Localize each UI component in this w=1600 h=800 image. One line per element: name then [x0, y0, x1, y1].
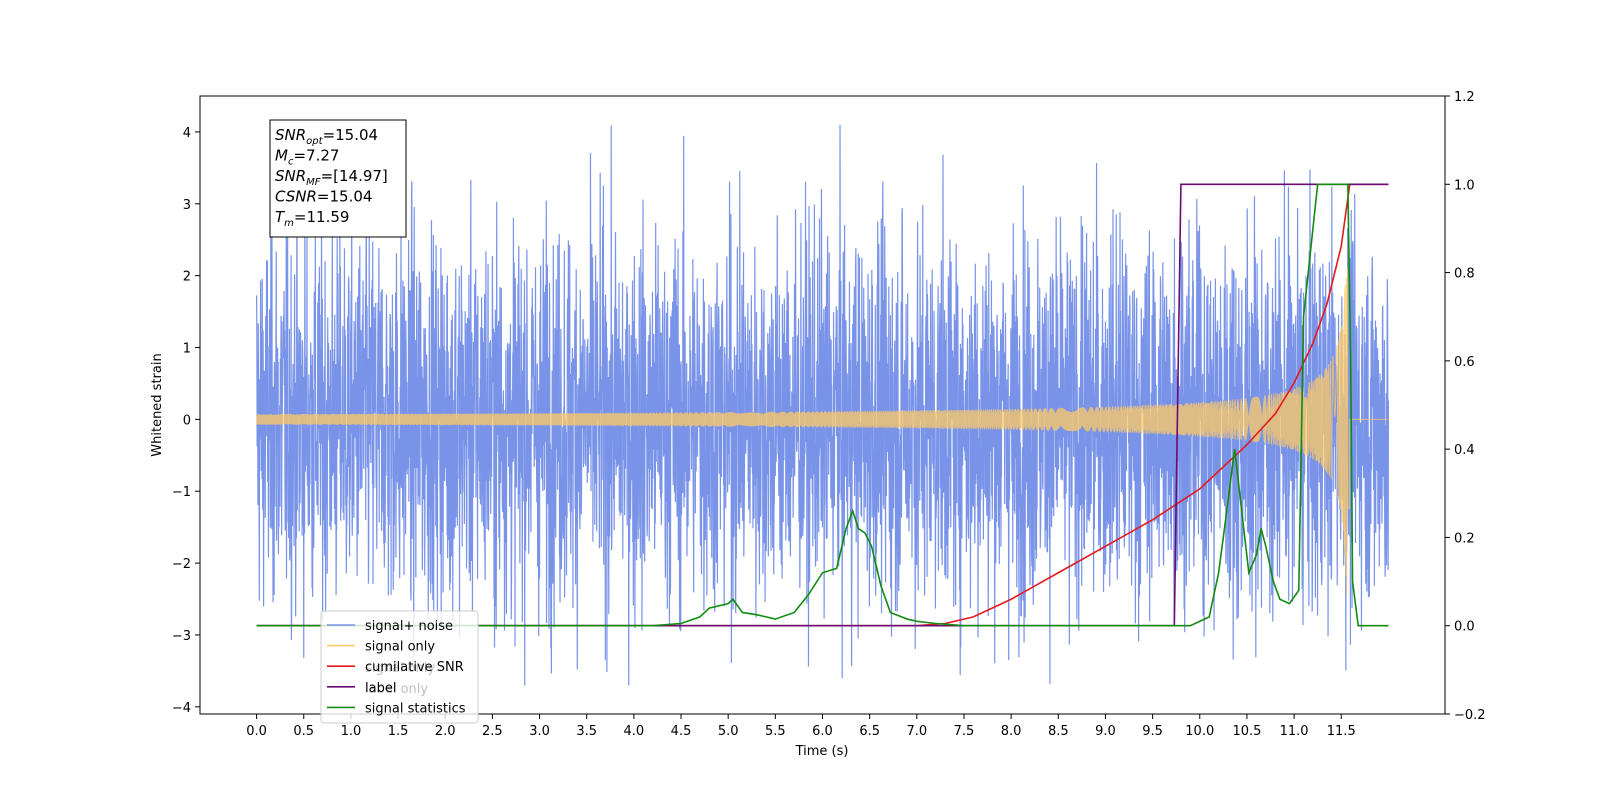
series-label [256, 183, 1389, 627]
y-tick-label: 0 [183, 413, 191, 428]
x-tick-label: 1.0 [341, 724, 362, 739]
y-axis-right: 1.2 1.0 0.8 0.6 0.4 0.2 0.0 −0.2 [1445, 90, 1486, 723]
plot-area [255, 124, 1390, 686]
x-tick-label: 6.0 [812, 724, 833, 739]
y-tick-label: −2 [172, 557, 191, 572]
y-tick-label: −3 [172, 629, 191, 644]
x-tick-label: 8.0 [1001, 724, 1022, 739]
info-line: Tm=11.59 [275, 208, 349, 229]
info-box: SNRopt=15.04Mc=7.27SNRMF=[14.97]CSNR=15.… [269, 119, 407, 238]
legend-label: signal statistics [365, 701, 466, 716]
info-line: SNRopt=15.04 [275, 126, 378, 147]
y2-tick-label: 0.2 [1454, 531, 1475, 546]
legend-label-ghost: label only [365, 682, 428, 697]
series-signal-statistics [256, 183, 1389, 627]
x-tick-label: 6.5 [859, 724, 880, 739]
x-tick-label: 1.5 [388, 724, 409, 739]
legend-label: label [365, 681, 396, 696]
x-tick-label: 9.5 [1142, 724, 1163, 739]
info-box-frame [269, 119, 407, 238]
x-tick-label: 8.5 [1048, 724, 1069, 739]
y2-tick-label: 0.4 [1454, 443, 1475, 458]
x-axis: 0.0 0.5 1.0 1.5 2.0 2.5 3.0 3.5 4.0 4.5 5.0 5.5 6.0 6… [246, 714, 1356, 739]
y-tick-label: −4 [172, 701, 191, 716]
y-tick-label: 1 [183, 342, 191, 357]
legend-label: cumilative SNR [365, 660, 464, 675]
legend-label: signal only [365, 640, 435, 655]
x-tick-label: 11.0 [1280, 724, 1309, 739]
info-line: Mc=7.27 [275, 147, 339, 168]
y-tick-label: 2 [183, 270, 191, 285]
y2-tick-label: 0.6 [1454, 355, 1475, 370]
y-axis-label: Whitened strain [150, 353, 165, 456]
x-tick-label: 0.5 [293, 724, 314, 739]
x-axis-label: Time (s) [795, 744, 849, 759]
y-tick-label: 4 [183, 126, 191, 141]
y-axis-left: 4 3 2 1 0 −1 −2 −3 −4 [172, 126, 200, 716]
info-line: SNRMF=[14.97] [275, 167, 388, 188]
x-tick-label: 5.0 [718, 724, 739, 739]
legend-frame [320, 610, 479, 724]
legend-label: signal+ noise [365, 619, 453, 634]
x-tick-label: 3.5 [576, 724, 597, 739]
y2-tick-label: −0.2 [1454, 708, 1486, 723]
x-tick-label: 2.0 [435, 724, 456, 739]
x-tick-label: 10.0 [1185, 724, 1214, 739]
x-tick-label: 4.0 [624, 724, 645, 739]
y2-tick-label: 1.0 [1454, 178, 1475, 193]
x-tick-label: 3.0 [529, 724, 550, 739]
y2-tick-label: 0.0 [1454, 620, 1475, 635]
x-tick-label: 4.5 [671, 724, 692, 739]
x-tick-label: 10.5 [1232, 724, 1261, 739]
info-line: CSNR=15.04 [275, 188, 372, 206]
x-tick-label: 0.0 [246, 724, 267, 739]
x-tick-label: 7.5 [954, 724, 975, 739]
y2-tick-label: 1.2 [1454, 90, 1475, 105]
x-tick-label: 7.0 [906, 724, 927, 739]
y2-tick-label: 0.8 [1454, 267, 1475, 282]
x-tick-label: 9.0 [1095, 724, 1116, 739]
x-tick-label: 5.5 [765, 724, 786, 739]
y-tick-label: 3 [183, 198, 191, 213]
x-tick-label: 2.5 [482, 724, 503, 739]
legend-label-ghost: signal only [365, 661, 435, 676]
series-signal-only [256, 268, 1389, 595]
x-tick-label: 11.5 [1327, 724, 1356, 739]
y-tick-label: −1 [172, 485, 191, 500]
series-signal-noise [255, 124, 1390, 686]
